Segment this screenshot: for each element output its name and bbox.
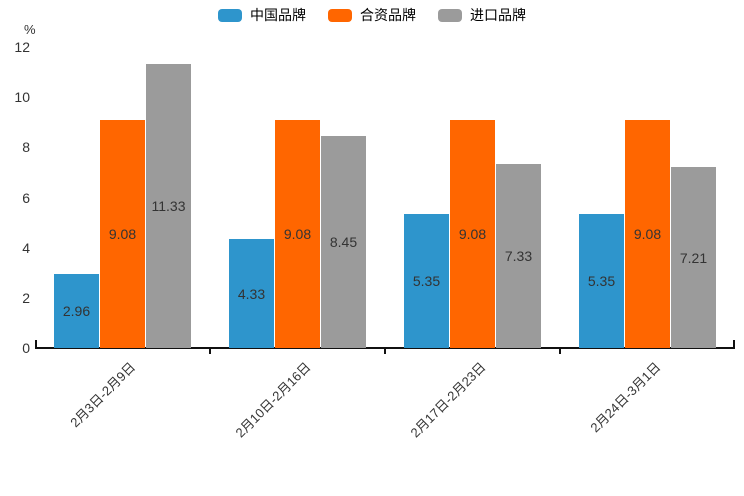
legend-label: 合资品牌 [360, 7, 416, 23]
legend-item-2[interactable]: 进口品牌 [438, 8, 526, 22]
x-category-label: 2月17日-2月23日 [407, 359, 489, 441]
y-tick-label: 4 [22, 239, 30, 256]
x-category-label: 2月3日-2月9日 [67, 359, 139, 431]
chart-legend: 中国品牌 合资品牌 进口品牌 [0, 8, 744, 22]
bar-进口品牌-1 [321, 136, 366, 348]
legend-swatch-icon [328, 8, 352, 22]
legend-item-1[interactable]: 合资品牌 [328, 8, 416, 22]
axis-category-tick [384, 349, 386, 354]
bar-中国品牌-3 [579, 213, 624, 348]
y-tick-label: 10 [14, 89, 30, 106]
legend-swatch-icon [218, 8, 242, 22]
legend-swatch-icon [438, 8, 462, 22]
x-category-label: 2月10日-2月16日 [232, 359, 314, 441]
legend-label: 进口品牌 [470, 7, 526, 23]
legend-label: 中国品牌 [250, 7, 306, 23]
axis-category-tick [559, 349, 561, 354]
x-axis-line [35, 347, 735, 349]
bar-进口品牌-3 [671, 167, 716, 348]
axis-category-tick [209, 349, 211, 354]
y-tick-label: 12 [14, 39, 30, 55]
axis-end-tick [35, 340, 37, 347]
y-tick-label: 6 [22, 189, 30, 206]
y-tick-label: 8 [22, 139, 30, 156]
bar-中国品牌-2 [404, 213, 449, 348]
x-category-label: 2月24日-3月1日 [587, 359, 664, 436]
axis-end-tick [733, 340, 735, 347]
bar-合资品牌-1 [275, 120, 320, 348]
y-tick-label: 2 [22, 289, 30, 306]
bar-中国品牌-1 [229, 239, 274, 348]
bar-合资品牌-2 [450, 120, 495, 348]
bar-合资品牌-0 [100, 120, 145, 348]
bar-合资品牌-3 [625, 120, 670, 348]
y-axis-unit-label: % [24, 22, 36, 37]
bar-进口品牌-0 [146, 63, 191, 348]
legend-item-0[interactable]: 中国品牌 [218, 8, 306, 22]
y-tick-label: 0 [22, 340, 30, 356]
bar-进口品牌-2 [496, 164, 541, 348]
bar-中国品牌-0 [54, 273, 99, 348]
